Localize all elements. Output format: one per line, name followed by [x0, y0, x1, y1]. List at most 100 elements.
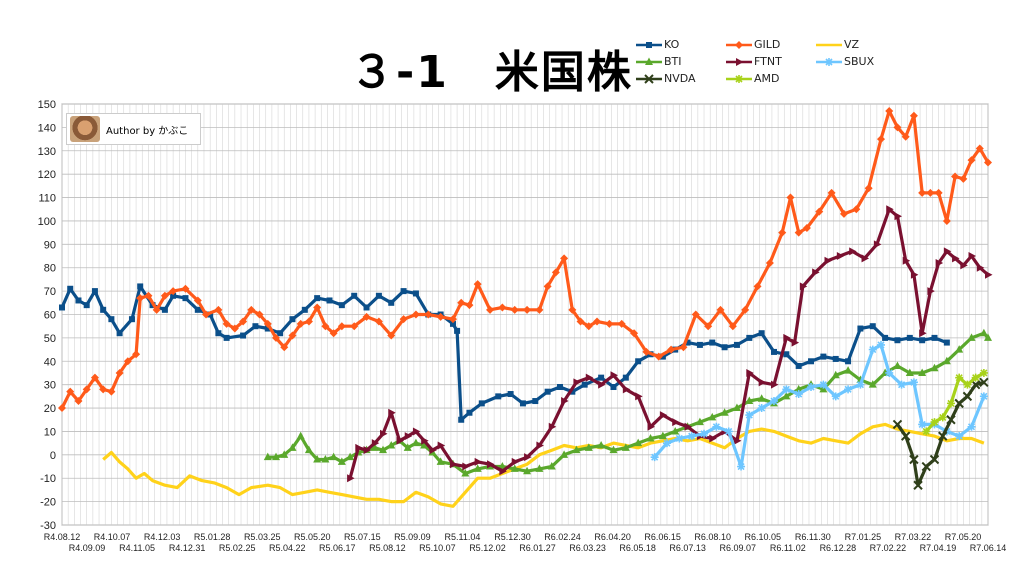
x-tick-label: R5.11.04: [445, 532, 481, 542]
x-tick-label: R5.08.12: [369, 543, 406, 553]
legend-label: BTI: [664, 55, 682, 68]
data-point: [868, 345, 877, 354]
x-tick-label: R6.12.28: [820, 543, 857, 553]
data-point: [820, 353, 827, 360]
author-avatar: [70, 116, 100, 142]
series-line: [102, 422, 985, 508]
data-point: [449, 460, 458, 469]
data-point: [66, 387, 75, 396]
data-point: [885, 368, 894, 377]
data-point: [170, 292, 177, 299]
data-point: [100, 306, 107, 313]
data-point: [617, 319, 626, 328]
data-point: [610, 384, 617, 391]
data-point: [782, 385, 791, 394]
data-point: [161, 306, 168, 313]
y-tick-label: -20: [40, 497, 56, 509]
data-point: [971, 373, 980, 382]
x-tick-label: R6.06.15: [644, 532, 681, 542]
y-tick-label: 0: [50, 450, 56, 462]
data-point: [255, 310, 264, 319]
data-point: [672, 418, 680, 427]
data-point: [645, 57, 653, 65]
data-point: [919, 337, 926, 344]
data-point: [778, 228, 787, 237]
data-point: [831, 392, 840, 401]
data-point: [644, 74, 654, 84]
author-badge: Author by かぶこ: [66, 113, 201, 145]
data-point: [473, 280, 482, 289]
y-tick-label: 50: [44, 333, 56, 345]
data-point: [90, 373, 99, 382]
data-point: [935, 259, 944, 268]
legend-item-ftnt: FTNT: [726, 55, 782, 68]
data-point: [963, 380, 972, 389]
data-point: [802, 223, 811, 232]
data-point: [495, 393, 502, 400]
data-point: [132, 350, 141, 359]
data-point: [296, 431, 305, 440]
y-tick-label: 60: [44, 310, 56, 322]
data-point: [277, 330, 284, 337]
x-tick-label: R5.06.17: [319, 543, 356, 553]
x-tick-label: R5.09.09: [394, 532, 431, 542]
data-point: [819, 380, 828, 389]
data-point: [684, 339, 691, 346]
data-point: [684, 422, 693, 431]
data-point: [732, 403, 741, 412]
data-point: [753, 282, 762, 291]
data-point: [770, 380, 779, 389]
y-tick-label: -30: [40, 520, 56, 532]
data-point: [658, 431, 667, 440]
data-point: [288, 331, 297, 340]
x-tick-label: R6.09.07: [719, 543, 756, 553]
data-point: [856, 380, 865, 389]
data-point: [967, 333, 976, 341]
data-point: [329, 329, 338, 338]
data-point: [735, 41, 743, 49]
x-tick-label: R5.04.22: [269, 543, 306, 553]
x-tick-label: R4.10.07: [94, 532, 131, 542]
data-point: [807, 383, 816, 392]
data-point: [363, 446, 372, 455]
data-point: [573, 378, 581, 387]
data-point: [223, 334, 230, 341]
data-point: [746, 334, 753, 341]
data-point: [906, 334, 913, 341]
data-point: [913, 480, 923, 490]
data-point: [605, 319, 614, 328]
data-point: [67, 285, 74, 292]
data-point: [314, 295, 321, 302]
data-point: [371, 439, 380, 448]
data-point: [799, 282, 808, 291]
data-point: [123, 357, 132, 366]
data-point: [893, 123, 902, 132]
x-tick-label: R7.04.19: [920, 543, 957, 553]
data-point: [909, 378, 918, 387]
data-point: [882, 334, 889, 341]
data-point: [728, 322, 737, 331]
data-point: [400, 288, 407, 295]
x-tick-label: R6.10.05: [744, 532, 781, 542]
data-point: [169, 287, 178, 296]
data-point: [524, 453, 532, 462]
data-point: [832, 355, 839, 362]
data-point: [650, 453, 659, 462]
x-tick-label: R4.12.31: [169, 543, 206, 553]
data-point: [532, 398, 539, 405]
data-point: [836, 252, 845, 261]
data-point: [942, 356, 951, 365]
data-point: [893, 361, 902, 369]
y-tick-label: 110: [38, 193, 56, 205]
data-point: [979, 368, 988, 377]
data-point: [946, 415, 956, 425]
legend-swatch: [636, 74, 662, 84]
data-point: [510, 305, 519, 314]
x-tick-label: R5.01.28: [194, 532, 231, 542]
data-point: [350, 322, 359, 331]
legend-swatch: [726, 58, 752, 66]
legend-label: VZ: [844, 38, 860, 51]
data-point: [91, 288, 98, 295]
data-point: [569, 388, 576, 395]
